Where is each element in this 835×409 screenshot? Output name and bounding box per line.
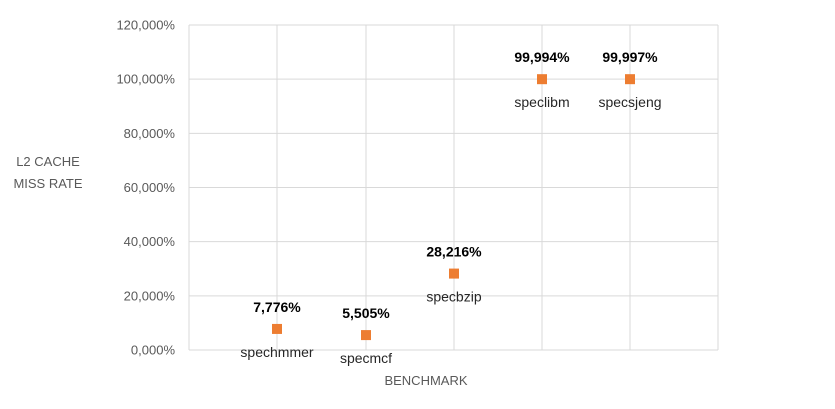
data-labels: 7,776% spechmmer 5,505% specmcf 28,216% specb… (240, 49, 661, 366)
y-tick-label: 20,000% (124, 288, 176, 303)
data-value-label: 7,776% (253, 299, 301, 315)
y-axis-title-line-1: L2 CACHE (16, 154, 80, 169)
data-point-name-label: specbzip (426, 289, 481, 305)
data-point (449, 268, 459, 279)
y-tick-label: 0,000% (131, 343, 176, 358)
data-points (272, 74, 635, 341)
data-value-label: 99,994% (514, 49, 570, 65)
data-point-name-label: speclibm (514, 94, 569, 110)
y-tick-label: 120,000% (116, 18, 175, 33)
data-point (361, 330, 371, 341)
data-point-name-label: specsjeng (598, 94, 661, 110)
data-point (272, 323, 282, 334)
y-tick-label: 60,000% (124, 180, 176, 195)
data-point (625, 74, 635, 85)
y-axis-title-line-2: MISS RATE (13, 176, 82, 191)
data-value-label: 28,216% (426, 244, 482, 260)
y-tick-labels: 0,000% 20,000% 40,000% 60,000% 80,000% 100,00… (116, 18, 175, 358)
data-point-name-label: specmcf (340, 350, 392, 366)
y-tick-label: 100,000% (116, 72, 175, 87)
data-point (537, 74, 547, 85)
y-tick-label: 80,000% (124, 126, 176, 141)
y-tick-label: 40,000% (124, 234, 176, 249)
data-value-label: 99,997% (602, 49, 658, 65)
data-value-label: 5,505% (342, 305, 390, 321)
x-axis-title: BENCHMARK (384, 373, 467, 388)
data-point-name-label: spechmmer (240, 344, 313, 360)
